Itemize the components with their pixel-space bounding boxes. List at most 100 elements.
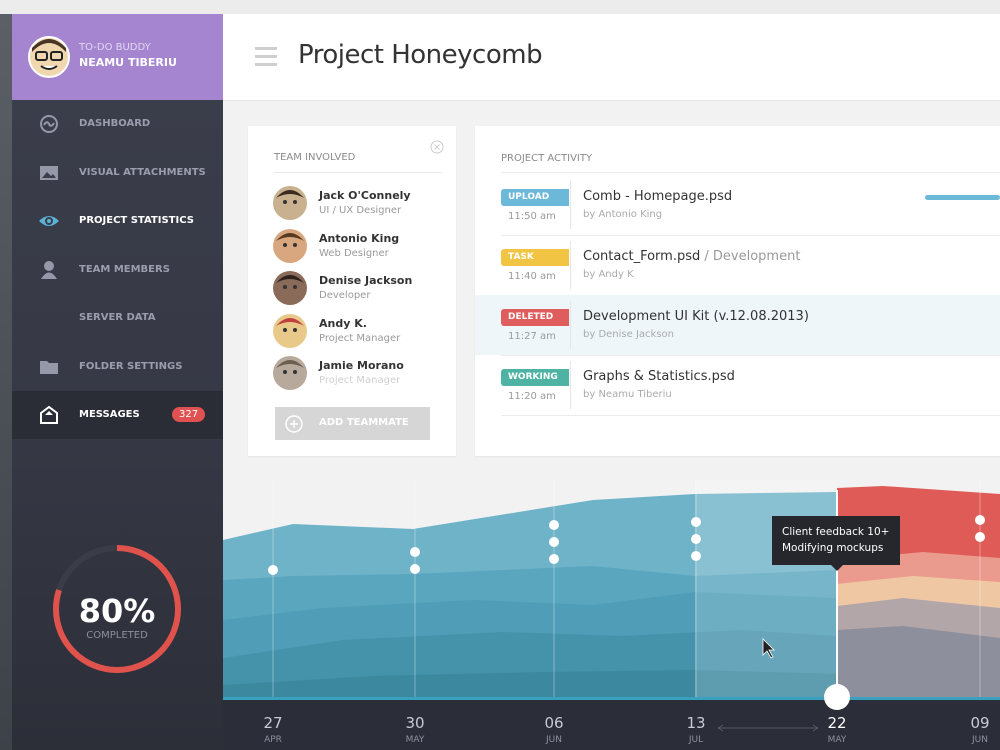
nav-label: DASHBOARD: [79, 118, 151, 129]
author: by Andy K: [583, 269, 634, 280]
plus-icon: [285, 415, 303, 433]
area-layer: [223, 670, 837, 700]
user-avatar: [28, 36, 70, 78]
card-title: PROJECT ACTIVITY: [501, 153, 593, 164]
member-avatar: [273, 313, 307, 348]
team-card: TEAM INVOLVED ADD TEAMMATE Jack O'Connel…: [248, 126, 456, 456]
author: by Denise Jackson: [583, 329, 674, 340]
add-teammate-button[interactable]: ADD TEAMMATE: [275, 407, 430, 440]
status-tag: UPLOAD: [501, 189, 569, 206]
progress-widget: 80%COMPLETED: [53, 545, 181, 673]
nav-label: MESSAGES: [79, 409, 140, 420]
nav-icon: [39, 216, 59, 226]
timeline-axis: [223, 700, 1000, 750]
author: by Antonio King: [583, 209, 663, 220]
date-month: JUN: [545, 735, 562, 745]
page-title: Project Honeycomb: [298, 40, 543, 70]
progress-ring: [53, 545, 181, 673]
member-avatar: [273, 271, 307, 305]
nav-icon: [40, 405, 58, 424]
file-name[interactable]: Contact_Form.psd: [583, 249, 701, 264]
member-role: Project Manager: [319, 375, 401, 386]
divider: [501, 172, 1000, 173]
member-avatar: [273, 186, 307, 220]
date-day: 13: [686, 714, 705, 732]
nav-icon: [40, 360, 58, 374]
area-layer: [837, 626, 1000, 700]
upload-progress: [925, 195, 1000, 200]
nav-icon: [41, 260, 57, 279]
header: Project Honeycomb: [223, 14, 1000, 101]
author: by Neamu Tiberiu: [583, 389, 672, 400]
nav-label: VISUAL ATTACHMENTS: [79, 166, 206, 178]
member-name: Andy K.: [319, 316, 367, 330]
tooltip-line: Client feedback 10+: [782, 526, 889, 538]
menu-button[interactable]: [255, 47, 277, 67]
member-avatar: [273, 228, 307, 263]
member-avatar: [273, 356, 307, 390]
nav-item[interactable]: PROJECT STATISTICS: [12, 197, 223, 245]
nav-label: FOLDER SETTINGS: [79, 360, 183, 372]
member-name: Denise Jackson: [319, 274, 413, 287]
message-count: 327: [172, 407, 206, 422]
range-arrow: [717, 724, 819, 732]
member-role: UI / UX Designer: [319, 205, 402, 216]
mouse-cursor: [762, 638, 775, 659]
nav-label: SERVER DATA: [79, 312, 156, 323]
row-divider: [501, 355, 1000, 356]
row-divider: [501, 235, 1000, 236]
timeline-handle[interactable]: [824, 684, 850, 710]
tooltip-line: Modifying mockups: [782, 542, 883, 554]
nav-item[interactable]: SERVER DATA: [12, 294, 223, 342]
activity-card: PROJECT ACTIVITY UPLOAD 11:50 am Comb - Ho…: [475, 126, 1000, 456]
file-row: Graphs & Statistics.psd: [583, 369, 735, 384]
separator: [570, 361, 571, 409]
member-name: Antonio King: [319, 231, 400, 245]
file-row: Contact_Form.psd / Development: [583, 249, 800, 264]
nav-icon: [40, 115, 58, 133]
separator: [570, 181, 571, 229]
date-month: MAY: [828, 735, 847, 745]
nav-item[interactable]: FOLDER SETTINGS: [12, 343, 223, 391]
file-name[interactable]: Graphs & Statistics.psd: [583, 369, 735, 384]
top-strip: [0, 0, 1000, 14]
member-name: Jack O'Connely: [319, 189, 411, 202]
member-name: Jamie Morano: [319, 359, 404, 372]
member-role: Web Designer: [319, 247, 389, 259]
time: 11:40 am: [508, 271, 556, 282]
row-divider: [501, 415, 1000, 416]
nav-item[interactable]: DASHBOARD: [12, 100, 223, 148]
progress-caption: COMPLETED: [86, 630, 148, 641]
date-day: 30: [405, 714, 424, 732]
nav-item[interactable]: VISUAL ATTACHMENTS: [12, 149, 223, 197]
file-row: Comb - Homepage.psd: [583, 189, 732, 204]
app-name: TO-DO BUDDY: [79, 42, 151, 53]
nav-icon: [40, 165, 58, 180]
sidebar: TO-DO BUDDY NEAMU TIBERIU DASHBOARD VISUA…: [12, 14, 223, 750]
event-dots[interactable]: [268, 515, 985, 575]
close-button[interactable]: [430, 140, 444, 154]
axis-edge: [223, 697, 1000, 700]
file-category: / Development: [704, 249, 801, 264]
file-name[interactable]: Development UI Kit (v.12.08.2013): [583, 309, 809, 324]
date-day: 06: [544, 714, 563, 732]
date-month: JUN: [971, 735, 988, 745]
date-month: APR: [264, 735, 282, 745]
date-month: JUL: [688, 735, 703, 745]
time: 11:20 am: [508, 391, 556, 402]
status-tag: WORKING: [501, 369, 569, 386]
nav-menu: DASHBOARD VISUAL ATTACHMENTS PROJECT STATI…: [12, 100, 223, 450]
highlight-range: [695, 480, 837, 700]
nav-item[interactable]: TEAM MEMBERS: [12, 246, 223, 294]
date-day: 22: [827, 714, 846, 732]
user-panel[interactable]: TO-DO BUDDY NEAMU TIBERIU: [12, 14, 223, 100]
tooltip: [772, 516, 900, 571]
timeline-chart: Client feedback 10+ Modifying mockups 27 AP…: [223, 480, 1000, 750]
file-name[interactable]: Comb - Homepage.psd: [583, 189, 733, 204]
card-title: TEAM INVOLVED: [274, 152, 356, 163]
window-edge: [0, 14, 12, 750]
nav-label: TEAM MEMBERS: [79, 263, 170, 275]
time: 11:50 am: [508, 211, 556, 222]
nav-item[interactable]: MESSAGES 327: [12, 391, 223, 439]
